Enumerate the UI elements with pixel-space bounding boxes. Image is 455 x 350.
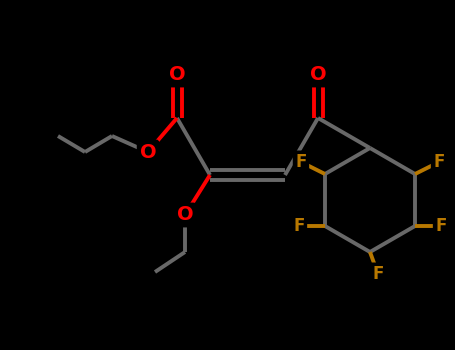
Text: F: F [433, 153, 445, 171]
Text: F: F [435, 217, 447, 235]
Text: O: O [310, 65, 326, 84]
Text: O: O [177, 205, 193, 224]
Text: F: F [293, 217, 305, 235]
Text: F: F [372, 265, 384, 283]
Text: O: O [140, 142, 157, 161]
Text: F: F [295, 153, 307, 171]
Text: O: O [169, 65, 185, 84]
